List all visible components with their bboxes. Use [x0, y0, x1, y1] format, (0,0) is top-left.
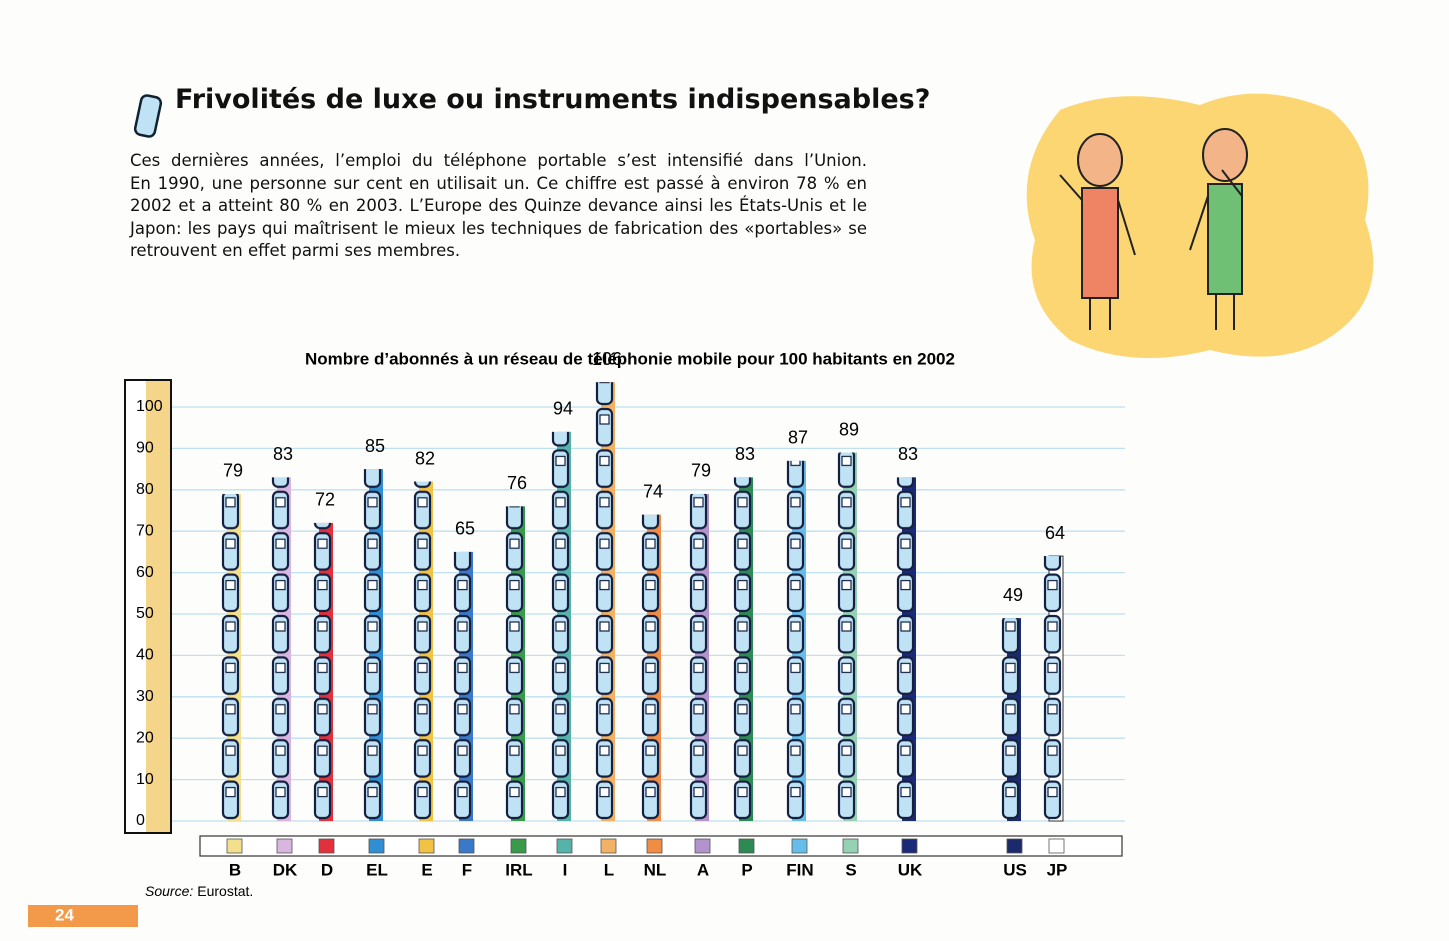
value-label: 83 [735, 444, 755, 464]
value-label: 64 [1045, 523, 1065, 543]
page-title: Frivolités de luxe ou instruments indisp… [175, 84, 931, 115]
y-tick-label: 70 [136, 522, 154, 539]
phone-stack [733, 477, 753, 821]
value-label: 74 [643, 481, 663, 501]
phone-stack [896, 477, 916, 821]
y-tick-label: 90 [136, 440, 154, 457]
page-number-box [28, 905, 138, 927]
y-tick-label: 50 [136, 605, 154, 622]
value-label: 79 [691, 461, 711, 481]
page-number: 24 [55, 905, 74, 924]
x-tick-label: DK [273, 860, 298, 879]
x-tick-label: EL [366, 860, 388, 879]
phone-stack [505, 506, 525, 821]
phone-stack [786, 460, 806, 821]
value-label: 83 [273, 444, 293, 464]
phone-stack [271, 477, 291, 821]
y-tick-label: 60 [136, 564, 154, 581]
legend-swatch [226, 838, 243, 854]
paragraph-line: Ces dernières années, l’emploi du téléph… [130, 151, 867, 170]
y-tick-label: 80 [136, 481, 154, 498]
legend-swatch [1006, 838, 1023, 854]
x-tick-label: JP [1047, 860, 1068, 879]
title-icon [133, 94, 163, 138]
legend-swatch [694, 838, 711, 854]
x-tick-label: D [321, 860, 333, 879]
intro-paragraph: Ces dernières années, l’emploi du téléph… [130, 150, 867, 263]
y-tick-label: 10 [136, 771, 154, 788]
x-tick-label: NL [644, 860, 667, 879]
x-tick-label: P [741, 860, 752, 879]
chart-title: Nombre d’abonnés à un réseau de téléphon… [305, 349, 955, 368]
legend-swatch [276, 838, 293, 854]
value-label: 87 [788, 428, 808, 448]
x-tick-label: S [845, 860, 856, 879]
phone-stack [551, 431, 571, 821]
value-label: 49 [1003, 585, 1023, 605]
legend-swatch [556, 838, 573, 854]
legend-swatch [791, 838, 808, 854]
x-tick-label: FIN [786, 860, 813, 879]
legend-swatch [600, 838, 617, 854]
value-label: 106 [592, 349, 622, 369]
x-tick-label: E [421, 860, 432, 879]
source-label: Source: [145, 883, 193, 899]
value-label: 72 [315, 490, 335, 510]
phone-stack [595, 382, 615, 821]
value-label: 82 [415, 448, 435, 468]
value-label: 83 [898, 444, 918, 464]
x-tick-label: I [563, 860, 568, 879]
x-tick-label: US [1003, 860, 1027, 879]
value-label: 76 [507, 473, 527, 493]
source-name: Eurostat. [197, 883, 253, 899]
paragraph-line: Japon: les pays qui maîtrisent le mieux … [130, 218, 867, 238]
value-label: 65 [455, 519, 475, 539]
paragraph-line: retrouvent en effet parmi ses membres. [130, 241, 461, 260]
y-tick-label: 20 [136, 729, 154, 746]
value-label: 79 [223, 461, 243, 481]
x-tick-label: L [604, 860, 614, 879]
phone-stack [453, 551, 473, 821]
legend-swatch [646, 838, 663, 854]
legend-swatch [418, 838, 435, 854]
phone-stack [641, 514, 661, 821]
phone-stack [313, 522, 333, 821]
legend-swatch [901, 838, 918, 854]
phone-stack [363, 469, 383, 821]
axis-band [146, 381, 170, 832]
phone-stack [221, 493, 241, 821]
paragraph-line: En 1990, une personne sur cent en utilis… [130, 173, 867, 193]
legend-swatch [510, 838, 527, 854]
phone-stack [413, 481, 433, 821]
x-tick-label: IRL [505, 860, 532, 879]
y-tick-label: 100 [136, 398, 163, 415]
y-tick-label: 0 [136, 812, 145, 829]
x-tick-label: A [697, 860, 709, 879]
x-tick-label: UK [898, 860, 923, 879]
phone-stack [689, 493, 709, 821]
y-tick-label: 40 [136, 647, 154, 664]
phone-stack [1043, 556, 1063, 821]
paragraph-line: 2002 et a atteint 80 % en 2003. L’Europe… [130, 196, 867, 215]
phone-stack [1001, 618, 1021, 821]
legend-swatch [842, 838, 859, 854]
legend-swatch [458, 838, 475, 854]
x-tick-label: B [229, 860, 241, 879]
x-tick-label: F [462, 860, 472, 879]
legend-swatch [368, 838, 385, 854]
y-tick-label: 30 [136, 688, 154, 705]
value-label: 94 [553, 399, 573, 419]
illustration-blob [1026, 93, 1374, 359]
illustration-figures [1059, 128, 1248, 330]
value-label: 89 [839, 419, 859, 439]
source: Source: Eurostat. [145, 883, 253, 899]
legend-swatch [738, 838, 755, 854]
value-label: 85 [365, 436, 385, 456]
legend-swatch [1048, 838, 1065, 854]
legend-swatch [318, 838, 335, 854]
phone-stack [837, 452, 857, 821]
